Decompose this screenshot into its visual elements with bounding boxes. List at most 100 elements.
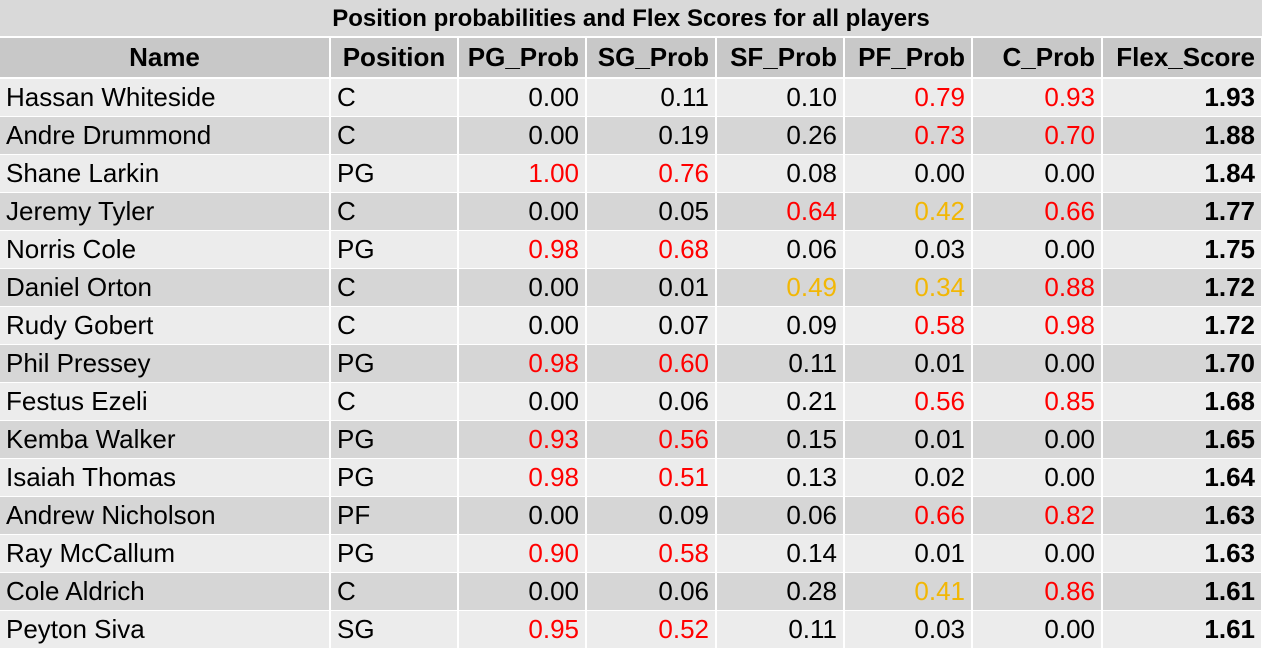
table-row[interactable]: Andre Drummond C 0.00 0.19 0.26 0.73 0.70 1.88 (0, 116, 1262, 155)
c-prob-cell: 0.70 (972, 116, 1103, 155)
sg-prob-cell: 0.68 (586, 230, 717, 269)
pg-prob-cell: 0.90 (458, 534, 587, 573)
pg-prob-cell: 0.00 (458, 572, 587, 611)
pg-prob-cell: 0.00 (458, 496, 587, 535)
flex-score-cell: 1.64 (1102, 458, 1262, 497)
pf-prob-cell: 0.03 (844, 610, 973, 649)
c-prob-cell: 0.00 (972, 420, 1103, 459)
player-name-cell: Phil Pressey (0, 344, 331, 383)
pg-prob-cell: 0.00 (458, 78, 587, 117)
table-row[interactable]: Peyton Siva SG 0.95 0.52 0.11 0.03 0.00 1.61 (0, 610, 1262, 649)
sg-prob-cell: 0.05 (586, 192, 717, 231)
column-header-c-prob[interactable]: C_Prob (972, 38, 1103, 79)
header-row: Name Position PG_Prob SG_Prob SF_Prob PF… (0, 38, 1262, 79)
table-row[interactable]: Norris Cole PG 0.98 0.68 0.06 0.03 0.00 1.75 (0, 230, 1262, 269)
position-cell: PG (330, 458, 459, 497)
sf-prob-cell: 0.08 (716, 154, 845, 193)
pf-prob-cell: 0.73 (844, 116, 973, 155)
sg-prob-cell: 0.09 (586, 496, 717, 535)
column-header-pg-prob[interactable]: PG_Prob (458, 38, 587, 79)
player-name-cell: Daniel Orton (0, 268, 331, 307)
player-name-cell: Andre Drummond (0, 116, 331, 155)
sg-prob-cell: 0.58 (586, 534, 717, 573)
table-row[interactable]: Jeremy Tyler C 0.00 0.05 0.64 0.42 0.66 1.77 (0, 192, 1262, 231)
player-name-cell: Peyton Siva (0, 610, 331, 649)
column-header-sf-prob[interactable]: SF_Prob (716, 38, 845, 79)
table-body: Hassan Whiteside C 0.00 0.11 0.10 0.79 0.93 1.9… (0, 78, 1262, 649)
table-row[interactable]: Daniel Orton C 0.00 0.01 0.49 0.34 0.88 1.72 (0, 268, 1262, 307)
position-cell: C (330, 268, 459, 307)
pg-prob-cell: 0.00 (458, 382, 587, 421)
pg-prob-cell: 0.93 (458, 420, 587, 459)
sg-prob-cell: 0.01 (586, 268, 717, 307)
table-row[interactable]: Hassan Whiteside C 0.00 0.11 0.10 0.79 0.93 1.9… (0, 78, 1262, 117)
c-prob-cell: 0.85 (972, 382, 1103, 421)
pf-prob-cell: 0.56 (844, 382, 973, 421)
sg-prob-cell: 0.07 (586, 306, 717, 345)
position-cell: C (330, 192, 459, 231)
c-prob-cell: 0.98 (972, 306, 1103, 345)
pg-prob-cell: 0.00 (458, 306, 587, 345)
sf-prob-cell: 0.11 (716, 610, 845, 649)
position-cell: C (330, 78, 459, 117)
sf-prob-cell: 0.11 (716, 344, 845, 383)
pf-prob-cell: 0.03 (844, 230, 973, 269)
sf-prob-cell: 0.26 (716, 116, 845, 155)
position-cell: PG (330, 230, 459, 269)
sf-prob-cell: 0.14 (716, 534, 845, 573)
sg-prob-cell: 0.51 (586, 458, 717, 497)
sg-prob-cell: 0.56 (586, 420, 717, 459)
c-prob-cell: 0.93 (972, 78, 1103, 117)
pg-prob-cell: 0.95 (458, 610, 587, 649)
c-prob-cell: 0.00 (972, 458, 1103, 497)
table-row[interactable]: Andrew Nicholson PF 0.00 0.09 0.06 0.66 0.82 1.… (0, 496, 1262, 535)
table-row[interactable]: Phil Pressey PG 0.98 0.60 0.11 0.01 0.00 1.70 (0, 344, 1262, 383)
column-header-pf-prob[interactable]: PF_Prob (844, 38, 973, 79)
table-row[interactable]: Rudy Gobert C 0.00 0.07 0.09 0.58 0.98 1.72 (0, 306, 1262, 345)
pg-prob-cell: 0.00 (458, 268, 587, 307)
sf-prob-cell: 0.28 (716, 572, 845, 611)
sg-prob-cell: 0.11 (586, 78, 717, 117)
sf-prob-cell: 0.15 (716, 420, 845, 459)
table-row[interactable]: Kemba Walker PG 0.93 0.56 0.15 0.01 0.00 1.65 (0, 420, 1262, 459)
sf-prob-cell: 0.06 (716, 496, 845, 535)
pf-prob-cell: 0.41 (844, 572, 973, 611)
position-cell: C (330, 382, 459, 421)
flex-score-cell: 1.70 (1102, 344, 1262, 383)
flex-score-cell: 1.93 (1102, 78, 1262, 117)
flex-score-cell: 1.63 (1102, 496, 1262, 535)
table-row[interactable]: Isaiah Thomas PG 0.98 0.51 0.13 0.02 0.00 1.64 (0, 458, 1262, 497)
player-name-cell: Cole Aldrich (0, 572, 331, 611)
position-cell: PG (330, 154, 459, 193)
sf-prob-cell: 0.21 (716, 382, 845, 421)
column-header-flex-score[interactable]: Flex_Score (1102, 38, 1262, 79)
player-name-cell: Rudy Gobert (0, 306, 331, 345)
column-header-name[interactable]: Name (0, 38, 331, 79)
flex-score-cell: 1.88 (1102, 116, 1262, 155)
table-row[interactable]: Cole Aldrich C 0.00 0.06 0.28 0.41 0.86 1.61 (0, 572, 1262, 611)
c-prob-cell: 0.00 (972, 610, 1103, 649)
c-prob-cell: 0.86 (972, 572, 1103, 611)
sf-prob-cell: 0.64 (716, 192, 845, 231)
table-row[interactable]: Ray McCallum PG 0.90 0.58 0.14 0.01 0.00 1.63 (0, 534, 1262, 573)
flex-score-cell: 1.65 (1102, 420, 1262, 459)
pf-prob-cell: 0.01 (844, 344, 973, 383)
c-prob-cell: 0.00 (972, 344, 1103, 383)
sg-prob-cell: 0.19 (586, 116, 717, 155)
position-cell: SG (330, 610, 459, 649)
position-cell: PG (330, 534, 459, 573)
position-cell: C (330, 306, 459, 345)
pf-prob-cell: 0.42 (844, 192, 973, 231)
flex-score-cell: 1.61 (1102, 572, 1262, 611)
table-row[interactable]: Shane Larkin PG 1.00 0.76 0.08 0.00 0.00 1.84 (0, 154, 1262, 193)
c-prob-cell: 0.82 (972, 496, 1103, 535)
pg-prob-cell: 0.98 (458, 230, 587, 269)
sg-prob-cell: 0.60 (586, 344, 717, 383)
flex-score-cell: 1.77 (1102, 192, 1262, 231)
position-cell: PF (330, 496, 459, 535)
column-header-position[interactable]: Position (330, 38, 459, 79)
column-header-sg-prob[interactable]: SG_Prob (586, 38, 717, 79)
pg-prob-cell: 0.98 (458, 344, 587, 383)
table-row[interactable]: Festus Ezeli C 0.00 0.06 0.21 0.56 0.85 1.68 (0, 382, 1262, 421)
